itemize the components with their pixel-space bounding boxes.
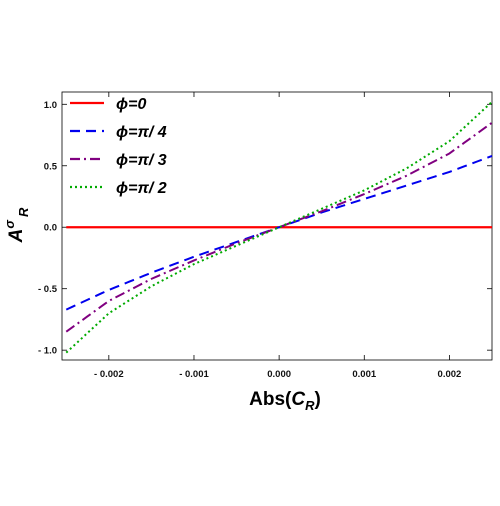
y-tick-label: 0.0 bbox=[44, 223, 57, 234]
x-axis-title-tail: ) bbox=[315, 389, 321, 410]
x-axis-title: Abs(CR) bbox=[249, 389, 321, 413]
x-tick-label: - 0.002 bbox=[94, 369, 124, 380]
y-axis-title: AσR bbox=[2, 207, 31, 243]
x-tick-label: 0.002 bbox=[438, 369, 462, 380]
legend-label: ϕ=π/ 4 bbox=[116, 124, 167, 141]
y-tick-label: - 1.0 bbox=[38, 346, 57, 357]
plot-frame bbox=[61, 91, 493, 361]
series-line-4 bbox=[65, 101, 493, 354]
x-tick-label: 0.000 bbox=[267, 369, 291, 380]
legend-label: ϕ=0 bbox=[116, 96, 146, 113]
legend: ϕ=0 ϕ=π/ 4 ϕ=π/ 3 ϕ=π/ 2 bbox=[70, 96, 167, 197]
x-tick-label: - 0.001 bbox=[179, 369, 209, 380]
series-line-2 bbox=[65, 154, 493, 311]
x-axis-title-sub: R bbox=[305, 398, 315, 413]
y-axis-title-sub: R bbox=[16, 207, 31, 217]
x-axis-title-base: Abs( bbox=[249, 389, 292, 410]
y-axis-title-sup: σ bbox=[2, 219, 17, 229]
ticks-layer: - 0.002 - 0.001 0.000 0.001 0.002 - 1.0 - 0.5 0… bbox=[38, 92, 492, 380]
x-tick-label: 0.001 bbox=[352, 369, 376, 380]
y-axis-title-base: A bbox=[6, 229, 27, 244]
y-tick-label: - 0.5 bbox=[38, 284, 58, 295]
x-axis-title-var: C bbox=[291, 389, 305, 410]
y-tick-label: 1.0 bbox=[44, 100, 57, 111]
legend-label: ϕ=π/ 3 bbox=[116, 152, 167, 169]
series-line-3 bbox=[65, 121, 493, 333]
legend-label: ϕ=π/ 2 bbox=[116, 180, 167, 197]
y-tick-label: 0.5 bbox=[44, 161, 58, 172]
series-layer bbox=[65, 101, 493, 354]
